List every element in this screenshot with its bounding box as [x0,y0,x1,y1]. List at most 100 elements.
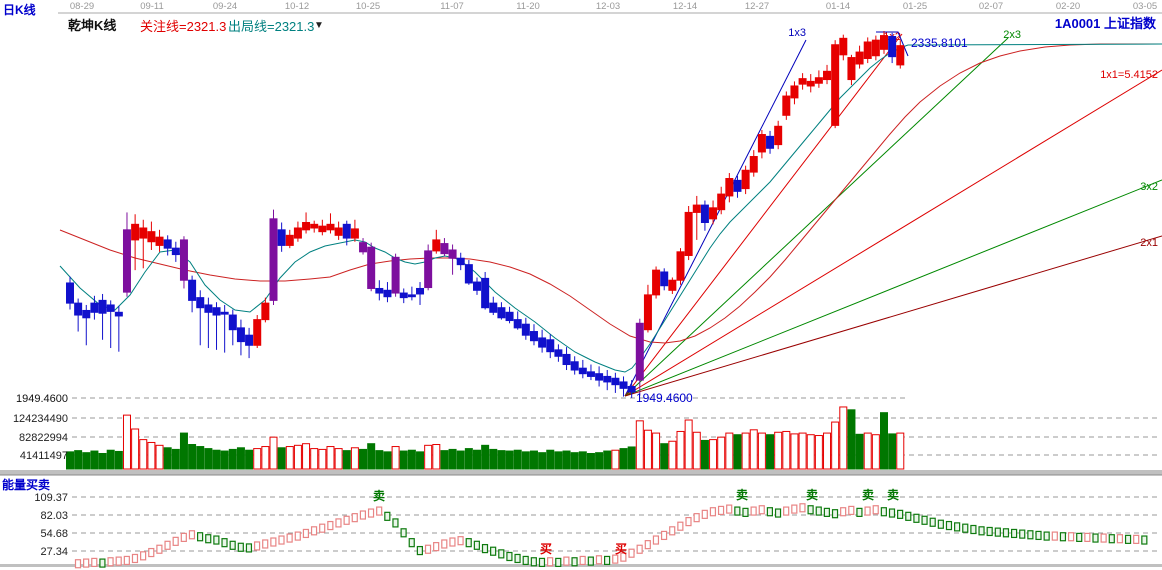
oscillator-bar [408,538,415,548]
chart-text: 03-05 [1133,1,1157,12]
volume-bar [179,432,188,470]
candle-body [643,294,652,331]
volume-bar [538,452,547,470]
candle-body [757,134,766,153]
oscillator-bar [457,536,464,546]
volume-bar [725,432,734,470]
oscillator-pane-title: 能量买卖 [2,478,51,492]
volume-bar [863,432,872,470]
volume-bar [741,432,750,470]
gann-line-3x2 [624,179,1162,397]
candle-body [269,218,278,301]
oscillator-bar [1067,532,1075,542]
chart-text: 12-14 [673,1,697,12]
volume-bar [586,452,595,470]
volume-bar [611,449,620,470]
volume-bar [310,448,319,470]
oscillator-bar [555,557,562,568]
candle-body [383,289,392,298]
oscillator-bar [888,508,896,518]
candle-body [652,269,661,296]
candle-body [521,323,530,336]
oscillator-bar [547,557,554,567]
candle-body [676,251,685,281]
candle-body [171,247,180,256]
oscillator-bar [669,526,676,536]
oscillator-bar [1035,530,1042,541]
volume-bar [521,451,530,470]
oscillator-bar [1124,534,1132,544]
candle-body [236,327,245,343]
oscillator-bar [465,538,472,548]
oscillator-bar [685,517,692,527]
candle-body [310,223,319,229]
ma-long-line [59,43,1162,344]
chart-text: 01-25 [903,1,927,12]
oscillator-bar [831,509,839,519]
candle-body [82,309,91,319]
oscillator-bar [107,557,114,567]
candle-body [456,257,465,266]
volume-bar [334,448,343,470]
candle-body [66,282,74,304]
oscillator-bar [205,534,212,544]
oscillator-bar [897,509,904,519]
oscillator-bar [245,543,253,553]
candle-body [74,302,83,316]
oscillator-bar [758,505,765,515]
candle-body [122,229,131,293]
chart-text: 2x1 [1140,237,1158,249]
oscillator-bar [1010,528,1018,539]
volume-bar [513,449,522,470]
volume-bar [122,414,131,470]
volume-bar [733,434,742,470]
candle-body [847,57,856,81]
oscillator-bar [416,545,423,556]
chart-text: 41411497 [20,450,68,462]
volume-bar [757,432,766,470]
candle-body [163,239,172,249]
volume-bar [90,450,99,470]
oscillator-bar [579,555,586,566]
volume-bar [814,435,823,470]
gann-line-1x1=5.4152 [624,69,1162,397]
volume-bar [139,439,148,470]
volume-bar [603,450,612,470]
oscillator-bar [742,507,749,517]
volume-bar [497,450,506,470]
candle-body [131,223,140,241]
candle-body [261,302,270,321]
volume-bar [98,452,107,470]
volume-bar [383,451,392,470]
chart-text: 2x3 [1003,29,1021,41]
chart-text: 买 [540,542,552,556]
chart-text: 卖 [736,487,748,502]
candle-body [196,297,205,309]
volume-bar [106,449,115,470]
chart-text: 09-24 [213,1,237,12]
candle-body [302,221,311,231]
candle-body [741,169,750,190]
candle-body [627,386,636,393]
volume-bar [798,432,807,470]
attention-line-value: 关注线=2321.3 [140,19,227,34]
volume-bar [432,444,441,470]
candle-body [700,204,709,223]
candle-body [228,314,237,331]
candle-body [407,294,416,298]
tab-qiankun-kline[interactable]: 乾坤K线 [68,18,117,33]
candle-body [733,179,742,192]
volume-bar [440,450,449,470]
candle-body [432,239,441,252]
oscillator-bar [123,555,130,566]
oscillator-bar [563,556,570,566]
candle-body [692,204,701,213]
oscillator-bar [74,559,82,569]
oscillator-bar [693,513,700,523]
chevron-down-icon[interactable]: ▼ [314,20,324,31]
volume-bar [619,448,628,470]
candle-body [823,70,832,81]
candle-body [888,35,897,58]
oscillator-bar [514,553,521,564]
